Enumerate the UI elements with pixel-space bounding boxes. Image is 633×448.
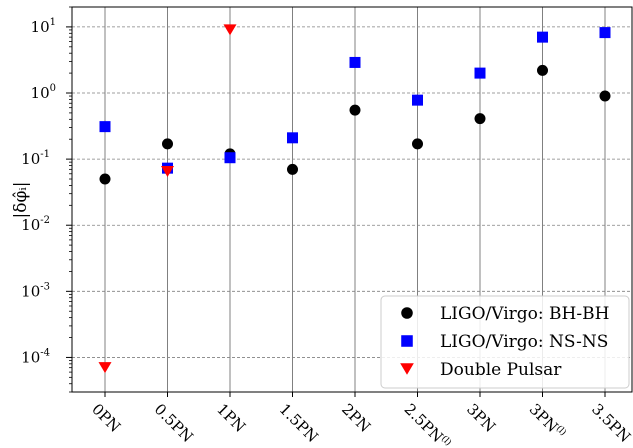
data-point xyxy=(223,24,237,36)
data-point xyxy=(99,121,111,133)
y-tick-label: 10-2 xyxy=(21,215,50,234)
y-tick-label: 101 xyxy=(31,17,56,36)
x-tick-label: 3PN(l) xyxy=(526,400,569,443)
legend-label: LIGO/Virgo: BH-BH xyxy=(440,304,609,324)
data-point xyxy=(537,31,548,43)
legend-label: Double Pulsar xyxy=(440,360,562,380)
data-point xyxy=(224,152,236,164)
data-point xyxy=(474,67,486,79)
x-tick-label: 1PN xyxy=(213,400,249,436)
x-tick-label: 0.5PN xyxy=(151,400,197,446)
data-point xyxy=(349,56,361,68)
y-tick-labels: 10-4 10-3 10-2 10-1 100 101 xyxy=(21,17,56,367)
data-point xyxy=(161,165,174,177)
y-tick-label: 10-3 xyxy=(21,281,50,300)
data-point xyxy=(412,138,423,150)
x-tick-labels: 0PN 0.5PN 1PN 1.5PN 2PN 2.5PN(l)3PN 3PN(l) 3.5P… xyxy=(88,400,633,448)
data-point xyxy=(474,113,486,125)
legend: LIGO/Virgo: BH-BH LIGO/Virgo: NS-NS Double… xyxy=(380,295,630,389)
data-point xyxy=(162,138,173,150)
legend-marker xyxy=(400,363,414,375)
legend-box xyxy=(380,295,630,389)
x-tick-label: 2.5PN(l) xyxy=(401,400,454,448)
y-tick-label: 100 xyxy=(31,83,56,102)
data-point xyxy=(537,64,548,76)
y-axis-label: |δφ̂ᵢ| xyxy=(11,181,31,218)
x-tick-label: 3.5PN xyxy=(588,400,633,446)
data-point xyxy=(349,104,361,116)
y-tick-label: 10-1 xyxy=(21,149,50,168)
x-tick-label: 2PN xyxy=(338,400,374,436)
legend-marker xyxy=(401,307,413,319)
x-tick-label: 1.5PN xyxy=(276,400,322,446)
data-point xyxy=(98,362,112,374)
data-point xyxy=(287,163,298,175)
y-tick-label: 10-4 xyxy=(21,347,50,366)
legend-marker xyxy=(401,335,413,347)
data-point xyxy=(99,173,111,185)
data-point xyxy=(412,94,423,106)
data-marks xyxy=(98,24,611,374)
legend-label: LIGO/Virgo: NS-NS xyxy=(440,332,608,352)
x-tick-label: 0PN xyxy=(88,400,124,436)
x-tick-label: 3PN xyxy=(463,400,499,436)
plot-frame xyxy=(71,6,633,393)
data-point xyxy=(287,132,298,144)
data-point xyxy=(599,27,611,39)
data-point xyxy=(599,90,611,102)
